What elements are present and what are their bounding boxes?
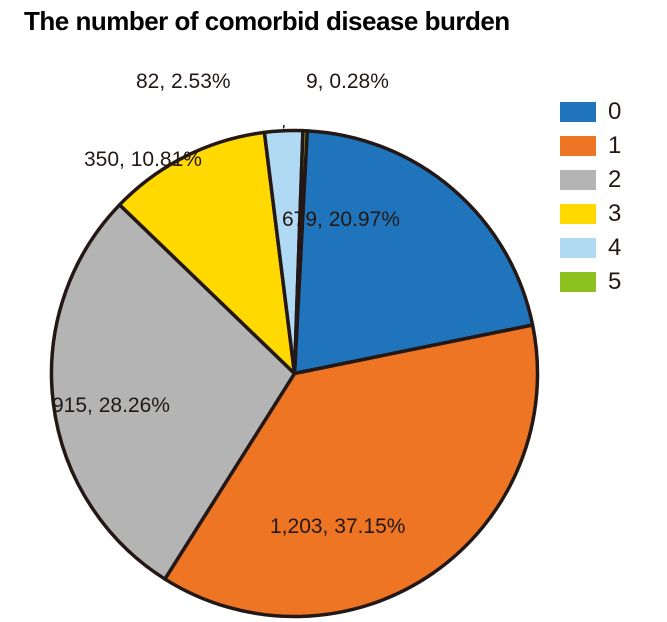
slice-label-2: 915, 28.26% [52, 394, 170, 418]
legend-item-1: 1 [560, 132, 621, 160]
legend-swatch-3 [560, 204, 596, 224]
legend-item-4: 4 [560, 234, 621, 262]
legend-label-0: 0 [608, 98, 621, 126]
legend-label-5: 5 [608, 268, 621, 296]
slice-label-1: 1,203, 37.15% [270, 515, 405, 539]
legend-swatch-5 [560, 272, 596, 292]
slice-label-4: 82, 2.53% [136, 70, 231, 94]
legend-label-4: 4 [608, 234, 621, 262]
legend-swatch-1 [560, 136, 596, 156]
chart-title: The number of comorbid disease burden [24, 6, 510, 37]
slice-label-5: 9, 0.28% [306, 70, 389, 94]
legend-label-2: 2 [608, 166, 621, 194]
legend-item-3: 3 [560, 200, 621, 228]
legend-item-2: 2 [560, 166, 621, 194]
legend-label-3: 3 [608, 200, 621, 228]
legend-swatch-2 [560, 170, 596, 190]
legend: 0 1 2 3 4 5 [560, 98, 621, 302]
leader-line-5 [283, 125, 300, 129]
legend-label-1: 1 [608, 132, 621, 160]
legend-item-0: 0 [560, 98, 621, 126]
legend-swatch-4 [560, 238, 596, 258]
legend-item-5: 5 [560, 268, 621, 296]
slice-label-0: 679, 20.97% [282, 208, 400, 232]
pie-chart [46, 125, 543, 622]
legend-swatch-0 [560, 102, 596, 122]
slice-label-3: 350, 10.81% [84, 148, 202, 172]
